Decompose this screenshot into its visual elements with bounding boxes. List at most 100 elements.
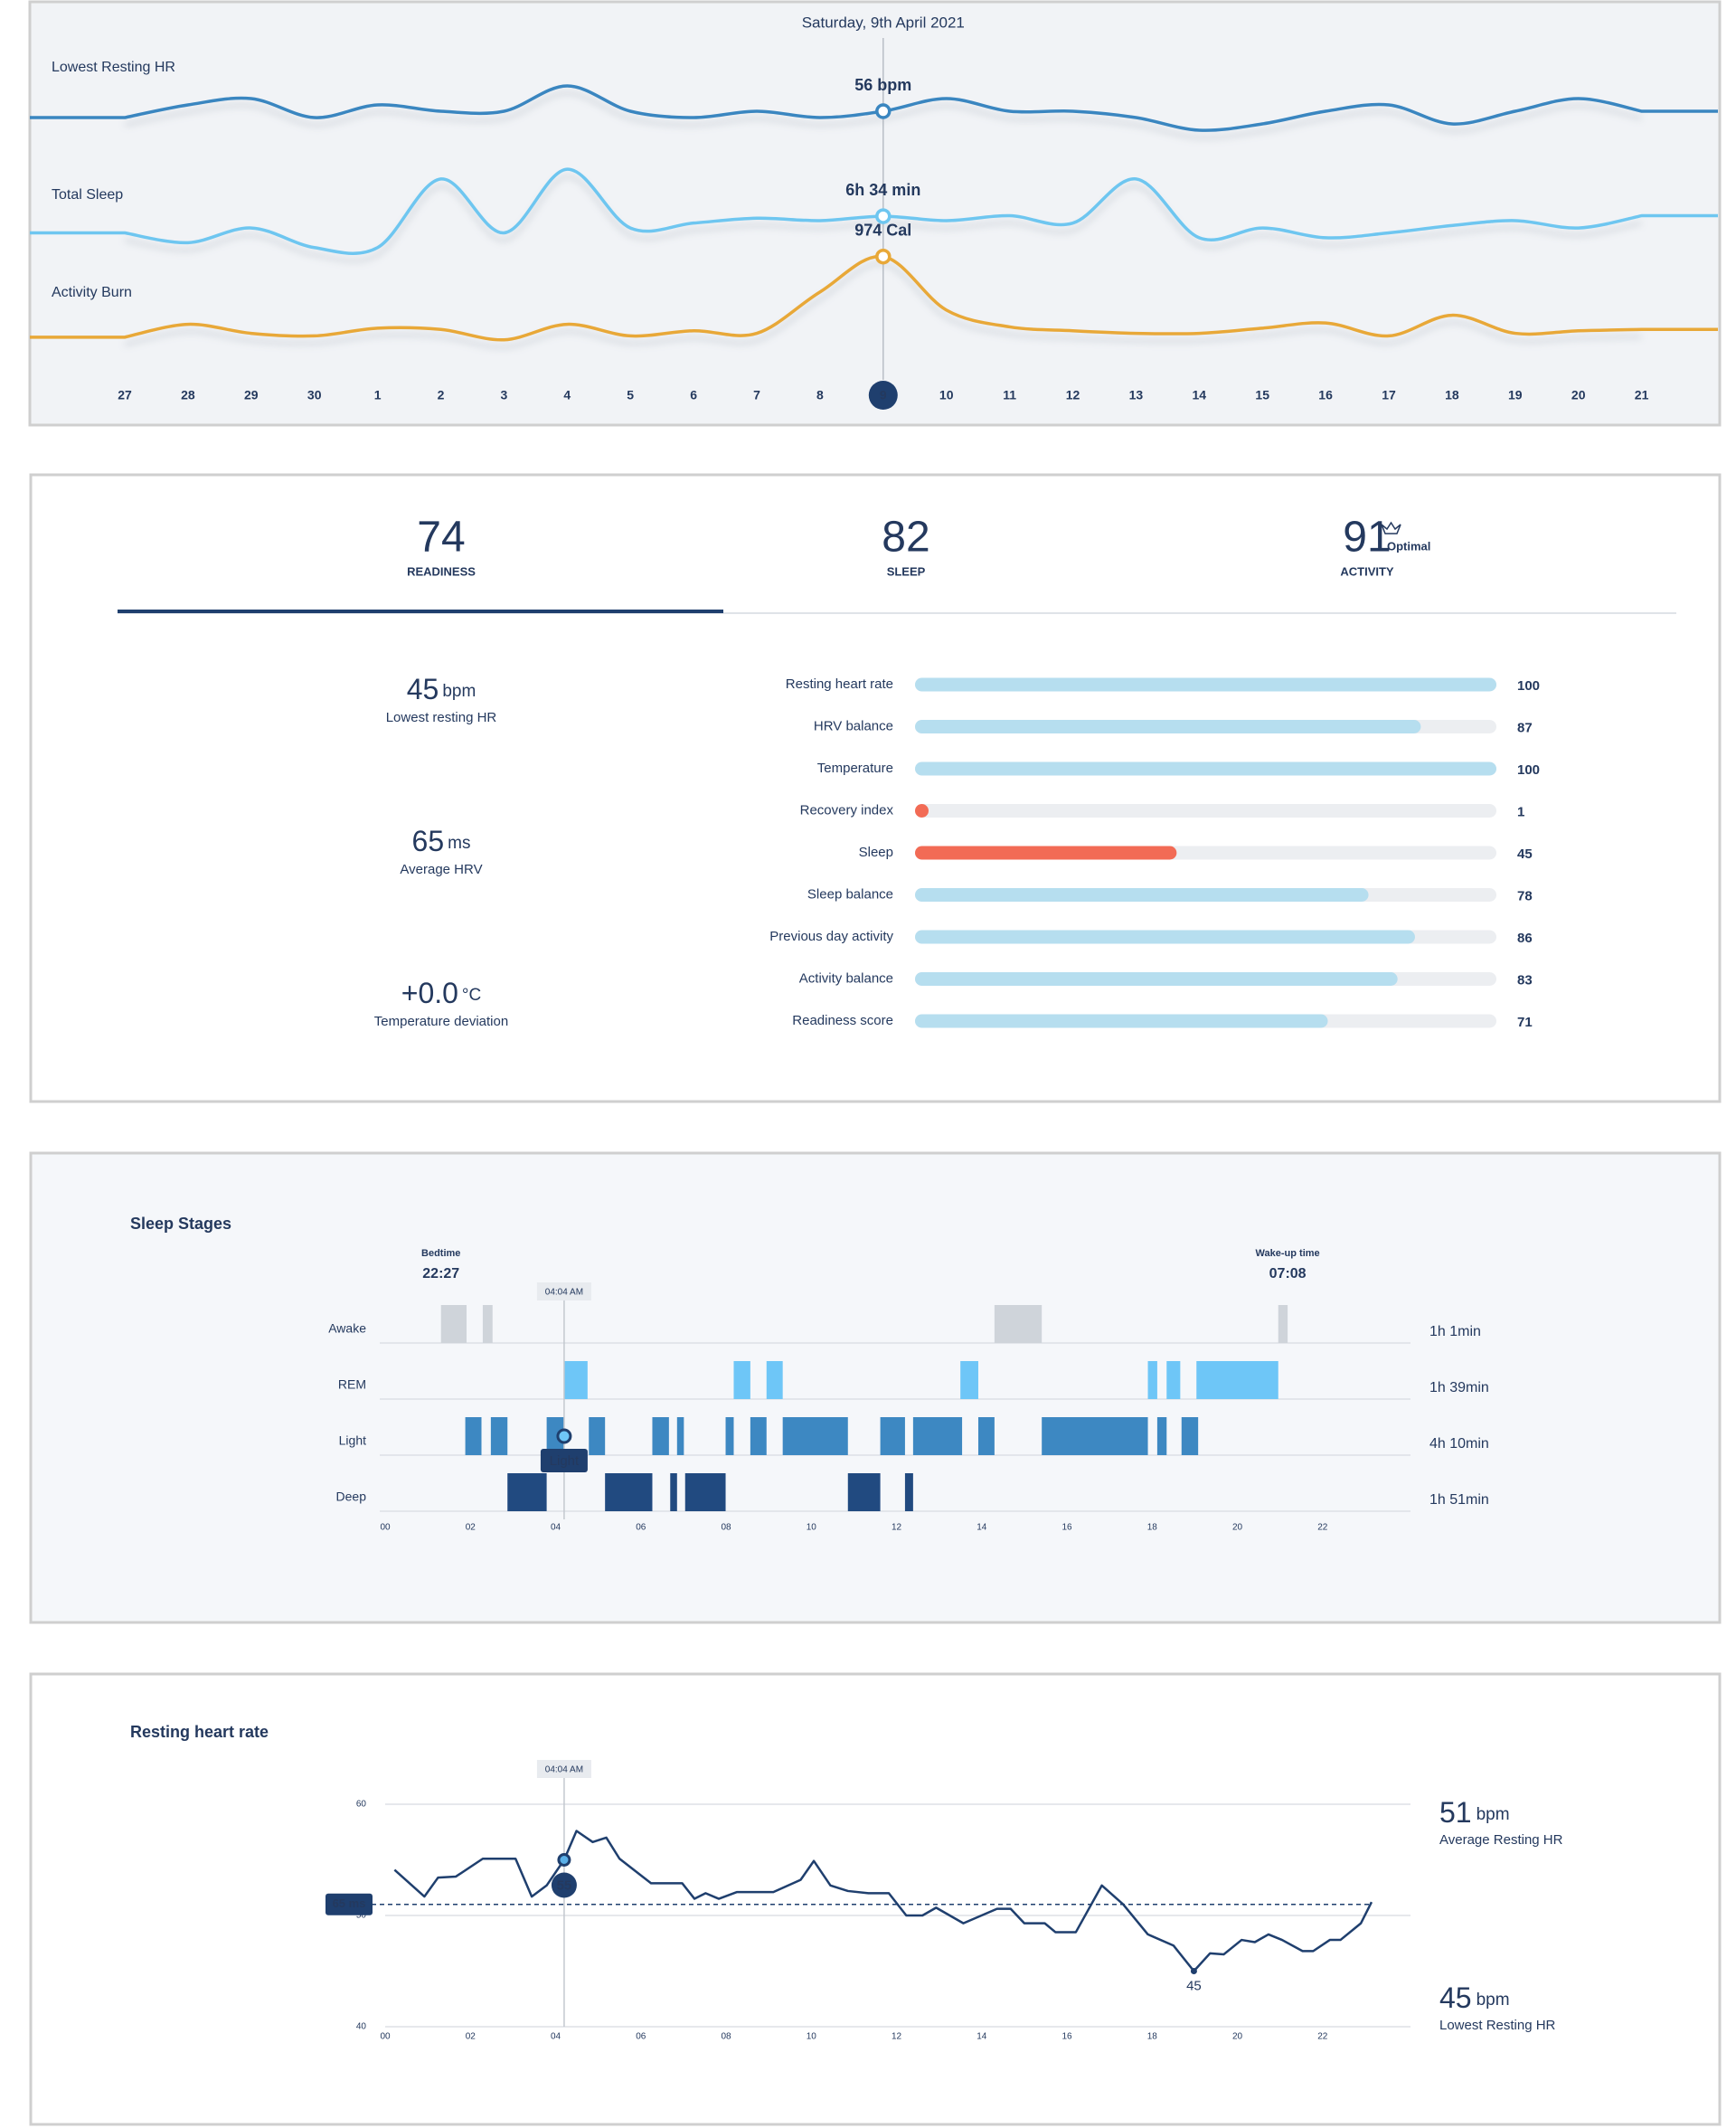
annotation-time: 22:27	[422, 1266, 459, 1282]
bar-value: 100	[1517, 678, 1540, 694]
x-tick-label: 16	[1061, 2032, 1072, 2042]
stat-label: Lowest Resting HR	[1439, 2018, 1556, 2033]
cursor-label-box	[536, 1760, 591, 1778]
stage-segment	[766, 1361, 783, 1399]
x-tick-label: 15	[1255, 388, 1269, 402]
value-badge	[551, 1872, 577, 1898]
stage-segment	[847, 1473, 881, 1511]
stage-segment	[912, 1417, 963, 1455]
x-tick-label: 10	[939, 388, 954, 402]
value-label: 56 bpm	[854, 76, 911, 94]
x-tick-label: 02	[466, 2032, 476, 2042]
stat-number: 51	[1439, 1796, 1472, 1829]
stage-segment	[490, 1417, 508, 1455]
x-tick-label: 1	[374, 388, 382, 402]
x-tick-label: 30	[307, 388, 322, 402]
y-tick-label: 60	[356, 1800, 367, 1810]
cursor-label-box	[536, 1282, 591, 1300]
bar-label: Sleep	[859, 845, 893, 860]
trend-panel	[28, 0, 1722, 427]
value-label: 974 Cal	[854, 221, 911, 239]
stat-label: Average Resting HR	[1439, 1832, 1563, 1848]
hr-line	[393, 1830, 1373, 1972]
stage-segment	[904, 1473, 913, 1511]
row-label: Light	[339, 1433, 366, 1448]
stage-segment	[684, 1473, 726, 1511]
stage-segment	[507, 1473, 547, 1511]
selected-point	[875, 248, 892, 265]
x-tick-label: 18	[1147, 1523, 1158, 1533]
tab-score[interactable]: 82	[882, 514, 929, 562]
x-tick-label: 20	[1232, 2032, 1243, 2042]
x-tick-label: 21	[1635, 388, 1649, 402]
x-tick-label: 00	[380, 1523, 391, 1533]
y-tick-label: 50	[356, 1911, 367, 1921]
stage-segment	[465, 1417, 482, 1455]
bar-value: 83	[1517, 972, 1533, 988]
bar	[915, 972, 1398, 986]
x-tick-label: 9	[880, 388, 887, 402]
tab-score[interactable]: 74	[417, 514, 465, 562]
readiness-panel	[29, 473, 1722, 1103]
stage-segment	[750, 1417, 767, 1455]
x-tick-label: 17	[1382, 388, 1396, 402]
row-label: REM	[338, 1377, 366, 1392]
cursor-label: 04:04 AM	[545, 1765, 583, 1775]
tooltip-text: Light	[550, 1453, 580, 1469]
cursor-dot	[556, 1428, 572, 1444]
x-tick-label: 8	[816, 388, 824, 402]
x-tick-label: 7	[753, 388, 760, 402]
line-shadow	[124, 175, 1642, 263]
x-tick-label: 12	[892, 1523, 902, 1533]
stage-segment	[733, 1361, 750, 1399]
tab-score[interactable]: 91	[1343, 514, 1391, 562]
x-tick-label: 27	[118, 388, 132, 402]
bar-value: 71	[1517, 1015, 1533, 1030]
stat-unit: bpm	[1477, 1991, 1510, 2010]
x-tick-label: 2	[438, 388, 445, 402]
x-tick-label: 06	[636, 2032, 646, 2042]
stage-segment	[1166, 1361, 1181, 1399]
series-label: Total Sleep	[52, 187, 123, 203]
x-tick-label: 14	[976, 1523, 987, 1533]
stage-segment	[1278, 1305, 1288, 1343]
bar	[915, 846, 1177, 860]
bar-value: 86	[1517, 931, 1533, 946]
bar	[915, 677, 1496, 692]
x-tick-label: 6	[690, 388, 697, 402]
bar-track	[915, 804, 1496, 818]
cursor-point	[557, 1853, 571, 1867]
series-line	[30, 167, 1718, 255]
bar	[915, 888, 1369, 902]
stage-segment	[605, 1473, 653, 1511]
x-tick-label: 3	[501, 388, 508, 402]
stage-segment	[482, 1305, 493, 1343]
stat-value: 65 ms	[412, 825, 471, 857]
x-tick-label: 18	[1147, 2032, 1158, 2042]
x-tick-label: 08	[721, 2032, 731, 2042]
stage-segment	[670, 1473, 677, 1511]
row-duration: 1h 51min	[1429, 1492, 1489, 1508]
stat-unit: °C	[462, 986, 481, 1005]
bar	[915, 720, 1421, 733]
row-duration: 1h 1min	[1429, 1324, 1481, 1339]
cursor-label: 04:04 AM	[545, 1288, 583, 1298]
series-label: Activity Burn	[52, 285, 132, 300]
x-tick-label: 22	[1317, 1523, 1328, 1533]
stage-segment	[1147, 1361, 1157, 1399]
bar-value: 87	[1517, 720, 1533, 735]
x-tick-label: 5	[627, 388, 634, 402]
bar-label: Readiness score	[792, 1013, 893, 1028]
stage-segment	[1196, 1361, 1278, 1399]
bar-label: Recovery index	[800, 802, 894, 818]
x-tick-label: 4	[563, 388, 571, 402]
bar-value: 45	[1517, 846, 1533, 862]
x-tick-label: 10	[807, 2032, 817, 2042]
x-tick-label: 22	[1317, 2032, 1328, 2042]
row-duration: 1h 39min	[1429, 1380, 1489, 1395]
stage-segment	[1156, 1417, 1167, 1455]
stage-segment	[977, 1417, 995, 1455]
stage-segment	[1042, 1417, 1148, 1455]
x-tick-label: 13	[1129, 388, 1144, 402]
